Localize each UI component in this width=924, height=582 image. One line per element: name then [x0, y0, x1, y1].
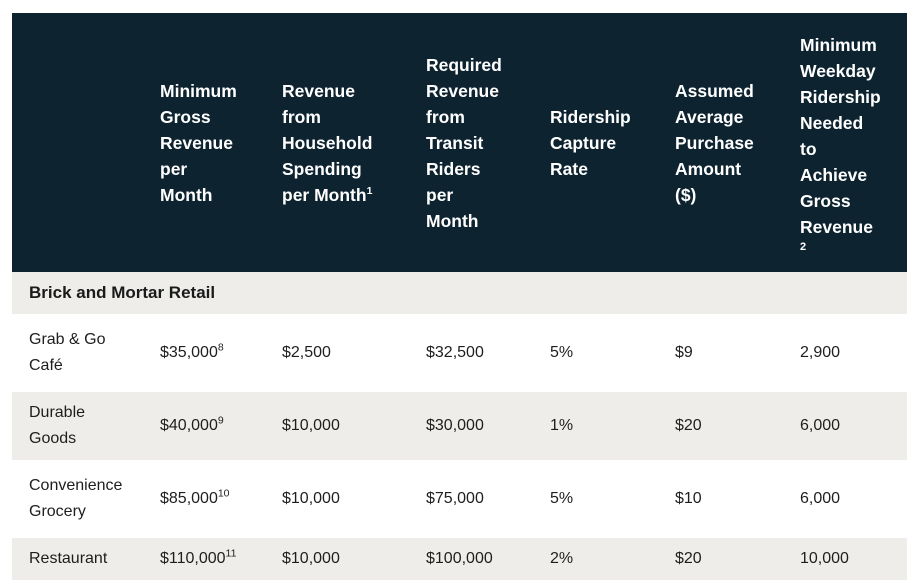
cell-avg-purchase: $20 — [659, 535, 784, 582]
cell-min-gross-revenue: $40,0009 — [144, 389, 266, 465]
header-label: Assumed Average Purchase Amount ($) — [675, 80, 754, 205]
row-label: Convenience Grocery — [12, 462, 144, 538]
cell-min-gross-revenue: $35,0008 — [144, 316, 266, 392]
header-label: Required Revenue from Transit Riders per… — [426, 54, 502, 231]
cell-min-gross-revenue: $110,00011 — [144, 535, 266, 582]
cell-household-revenue: $10,000 — [266, 535, 410, 582]
cell-transit-revenue: $32,500 — [410, 316, 534, 392]
footnote-marker: 2 — [800, 240, 807, 253]
revenue-table-container: Minimum Gross Revenue per Month Revenue … — [12, 13, 907, 582]
table-body: Brick and Mortar Retail Grab & Go Café $… — [12, 272, 907, 582]
cell-weekday-ridership: 6,000 — [784, 389, 907, 465]
section-label: Brick and Mortar Retail — [12, 272, 907, 319]
cell-capture-rate: 5% — [534, 316, 659, 392]
header-cell-capture-rate: Ridership Capture Rate — [534, 13, 659, 272]
row-label: Restaurant — [12, 535, 144, 582]
cell-weekday-ridership: 10,000 — [784, 535, 907, 582]
header-label: Minimum Gross Revenue per Month — [160, 80, 237, 205]
header-cell-weekday-ridership: Minimum Weekday Ridership Needed to Achi… — [784, 13, 907, 272]
cell-avg-purchase: $10 — [659, 462, 784, 538]
cell-transit-revenue: $75,000 — [410, 462, 534, 538]
header-cell-avg-purchase: Assumed Average Purchase Amount ($) — [659, 13, 784, 272]
header-cell-blank — [12, 13, 144, 272]
cell-capture-rate: 2% — [534, 535, 659, 582]
footnote-marker: 11 — [225, 547, 237, 560]
footnote-marker: 1 — [366, 184, 373, 197]
header-cell-min-gross-revenue: Minimum Gross Revenue per Month — [144, 13, 266, 272]
table-row-durable-goods: Durable Goods $40,0009 $10,000 $30,000 1… — [12, 389, 907, 465]
cell-avg-purchase: $20 — [659, 389, 784, 465]
table-header: Minimum Gross Revenue per Month Revenue … — [12, 13, 907, 272]
table-row-restaurant: Restaurant $110,00011 $10,000 $100,000 2… — [12, 535, 907, 582]
cell-capture-rate: 5% — [534, 462, 659, 538]
row-label: Grab & Go Café — [12, 316, 144, 392]
cell-value: $110,000 — [160, 550, 226, 567]
cell-household-revenue: $2,500 — [266, 316, 410, 392]
table-row-grab-and-go-cafe: Grab & Go Café $35,0008 $2,500 $32,500 5… — [12, 316, 907, 392]
footnote-marker: 8 — [217, 341, 224, 354]
header-cell-household-revenue: Revenue from Household Spending per Mont… — [266, 13, 410, 272]
cell-transit-revenue: $100,000 — [410, 535, 534, 582]
cell-weekday-ridership: 6,000 — [784, 462, 907, 538]
cell-avg-purchase: $9 — [659, 316, 784, 392]
cell-capture-rate: 1% — [534, 389, 659, 465]
header-label: Minimum Weekday Ridership Needed to Achi… — [800, 34, 881, 237]
cell-value: $40,000 — [160, 417, 218, 434]
cell-weekday-ridership: 2,900 — [784, 316, 907, 392]
row-label: Durable Goods — [12, 389, 144, 465]
cell-household-revenue: $10,000 — [266, 389, 410, 465]
footnote-marker: 9 — [217, 414, 224, 427]
table-row-convenience-grocery: Convenience Grocery $85,00010 $10,000 $7… — [12, 462, 907, 538]
header-label: Revenue from Household Spending per Mont… — [282, 80, 373, 205]
cell-value: $85,000 — [160, 490, 218, 507]
transit-retail-revenue-table: Minimum Gross Revenue per Month Revenue … — [12, 13, 907, 582]
section-row-brick-and-mortar: Brick and Mortar Retail — [12, 272, 907, 319]
footnote-marker: 10 — [217, 487, 230, 500]
cell-transit-revenue: $30,000 — [410, 389, 534, 465]
cell-min-gross-revenue: $85,00010 — [144, 462, 266, 538]
header-label: Ridership Capture Rate — [550, 106, 631, 179]
header-row: Minimum Gross Revenue per Month Revenue … — [12, 13, 907, 272]
header-cell-transit-revenue: Required Revenue from Transit Riders per… — [410, 13, 534, 272]
cell-value: $35,000 — [160, 344, 218, 361]
cell-household-revenue: $10,000 — [266, 462, 410, 538]
